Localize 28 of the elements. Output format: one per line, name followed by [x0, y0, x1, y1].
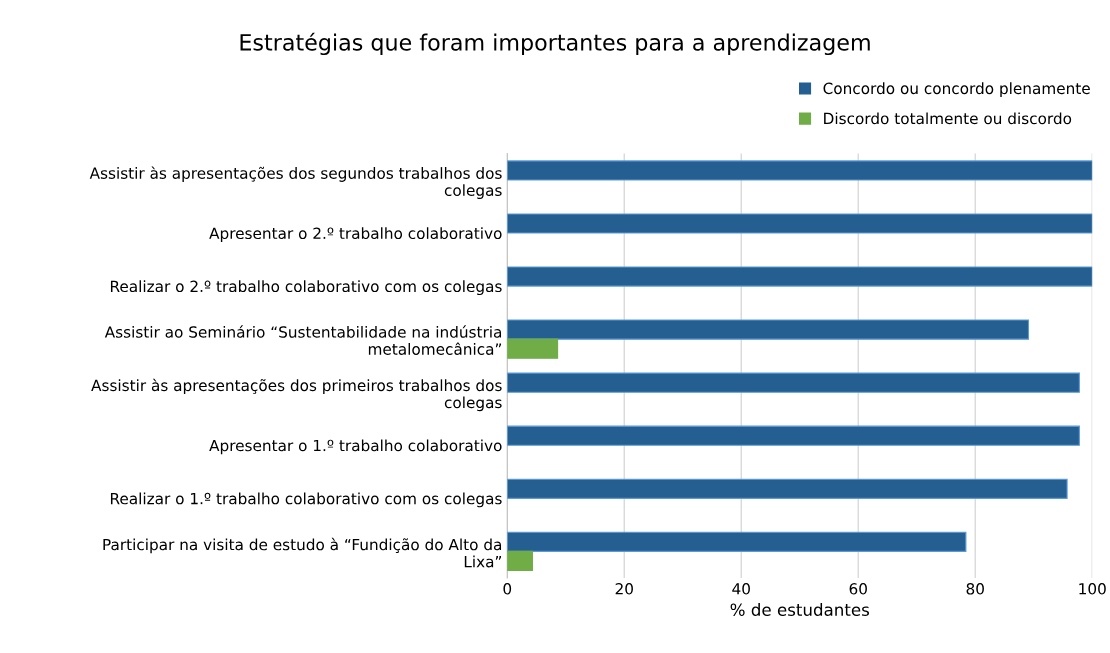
bar — [507, 372, 1080, 393]
bar — [507, 425, 1080, 446]
chart-title: Estratégias que foram importantes para a aprendizagem — [240, 32, 870, 56]
x-tick-label: 0 — [503, 583, 512, 595]
bar — [507, 319, 1030, 340]
x-axis-title: % de estudantes — [730, 603, 870, 617]
x-tick-label: 80 — [966, 583, 984, 595]
y-tick-label: Realizar o 2.º trabalho colaborativo com os colegas — [110, 280, 502, 296]
legend-label: Concordo ou concordo plenamente — [823, 82, 1090, 98]
bar — [507, 550, 533, 572]
y-tick-label: Realizar o 1.º trabalho colaborativo com os colegas — [110, 492, 502, 508]
bar — [507, 478, 1068, 499]
y-tick-label: Assistir ao Seminário “Sustentabilidade na indústria metalomecânica” — [104, 325, 502, 355]
bar — [507, 531, 967, 552]
y-tick-label: Assistir às apresentações dos segundos trabalhos dos colegas — [89, 166, 502, 199]
x-tick-label: 100 — [1079, 583, 1106, 595]
bar — [507, 266, 1093, 287]
bar — [507, 338, 559, 359]
y-tick-label: Participar na visita de estudo à “Fundição do Alto da Lixa” — [103, 537, 502, 568]
bar — [507, 160, 1093, 181]
x-tick-label: 60 — [849, 583, 867, 595]
x-tick-label: 40 — [732, 583, 750, 595]
bar — [507, 213, 1093, 234]
y-tick-label: Apresentar o 2.º trabalho colaborativo — [209, 227, 502, 243]
legend-label: Discordo totalmente ou discordo — [824, 112, 1072, 125]
y-tick-label: Apresentar o 1.º trabalho colaborativo — [209, 439, 502, 455]
y-tick-label: Assistir às apresentações dos primeiros trabalhos dos colegas — [91, 378, 502, 412]
x-tick-label: 20 — [615, 583, 633, 595]
